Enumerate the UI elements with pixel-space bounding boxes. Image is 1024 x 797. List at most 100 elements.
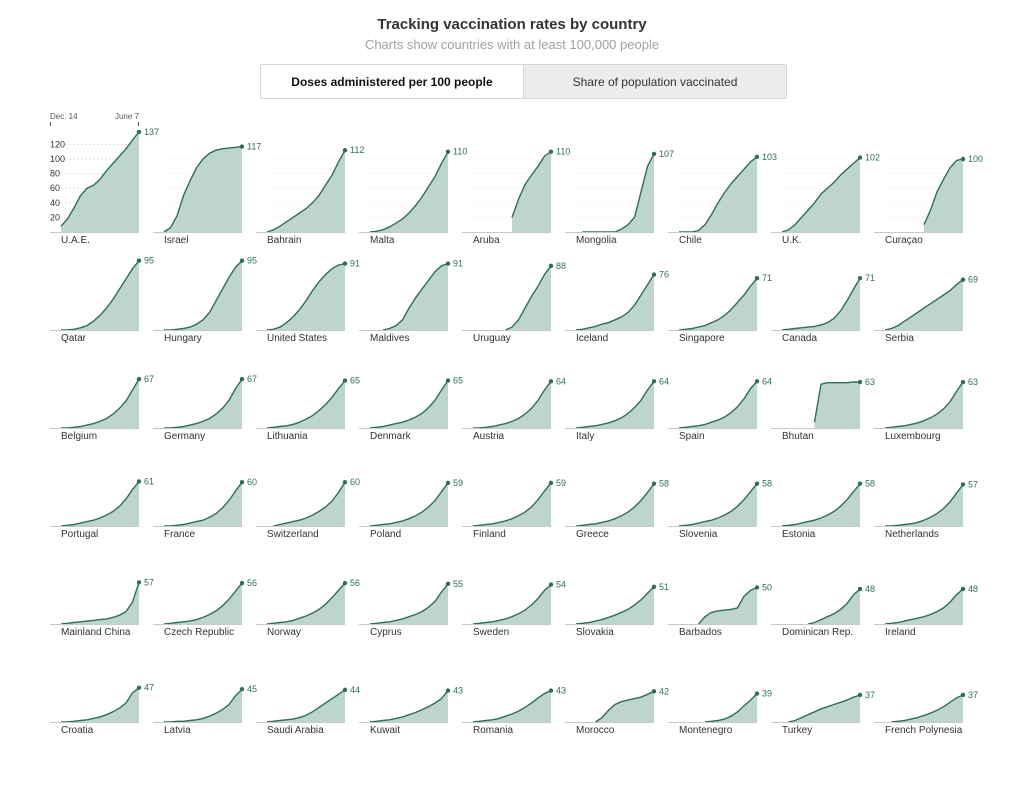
area-fill bbox=[164, 260, 242, 330]
final-value-label: 100 bbox=[968, 154, 983, 164]
area-fill bbox=[473, 482, 551, 526]
country-chart-svg: 91 bbox=[256, 259, 360, 331]
area-fill bbox=[782, 278, 860, 330]
end-point bbox=[857, 481, 863, 486]
final-value-label: 63 bbox=[865, 377, 875, 387]
country-chart-svg: 59 bbox=[359, 478, 463, 527]
country-chart-svg: 67 bbox=[153, 374, 257, 429]
area-fill bbox=[885, 589, 963, 624]
country-chart-svg: 64 bbox=[462, 376, 566, 429]
area-fill bbox=[698, 587, 757, 624]
series-line bbox=[891, 694, 964, 723]
area-fill bbox=[679, 483, 757, 526]
country-name: Slovakia bbox=[576, 627, 614, 638]
country-chart-svg: 71 bbox=[771, 273, 875, 331]
country-chart-svg: 50 bbox=[668, 583, 772, 625]
area-fill bbox=[370, 380, 448, 428]
end-point bbox=[136, 258, 142, 263]
country-chart-svg: 103 bbox=[668, 152, 777, 233]
series-line bbox=[575, 483, 655, 527]
country-chart-svg: 95 bbox=[153, 256, 257, 331]
country-chart: 43 Romania bbox=[462, 604, 566, 736]
area-fill bbox=[267, 583, 345, 624]
country-chart: 71 Singapore bbox=[668, 212, 772, 344]
series-line bbox=[266, 689, 346, 723]
series-line bbox=[60, 582, 140, 625]
end-point bbox=[754, 585, 760, 590]
page-title: Tracking vaccination rates by country bbox=[377, 16, 647, 33]
country-chart: 56 Norway bbox=[256, 506, 360, 638]
doses-per-100-button[interactable]: Doses administered per 100 people bbox=[261, 65, 523, 98]
series-line bbox=[595, 690, 655, 723]
page-subtitle: Charts show countries with at least 100,… bbox=[364, 37, 660, 52]
end-point bbox=[445, 581, 451, 587]
country-chart: 48 Ireland bbox=[874, 506, 978, 638]
y-tick-label: 20 bbox=[50, 212, 60, 222]
end-point bbox=[239, 144, 245, 149]
end-point bbox=[857, 586, 863, 592]
country-chart-svg: 59 bbox=[462, 478, 566, 527]
country-chart: 48 Dominican Rep. bbox=[771, 506, 875, 638]
country-name: Morocco bbox=[576, 725, 615, 736]
final-value-label: 55 bbox=[453, 579, 463, 589]
series-line bbox=[473, 380, 552, 429]
country-chart: 67 Germany bbox=[153, 310, 257, 442]
share-vaccinated-button[interactable]: Share of population vaccinated bbox=[523, 65, 786, 98]
y-tick-label: 40 bbox=[50, 198, 60, 208]
country-chart-svg: 48 bbox=[874, 584, 978, 625]
final-value-label: 67 bbox=[247, 374, 257, 384]
series-line bbox=[369, 151, 449, 233]
area-fill bbox=[164, 583, 242, 624]
country-name: Qatar bbox=[61, 333, 87, 344]
country-chart-svg: 20 40 60 80 100 120 137 Dec. 14 June 7 bbox=[50, 112, 159, 233]
country-chart: 88 Uruguay bbox=[462, 212, 566, 344]
final-value-label: 47 bbox=[144, 683, 154, 693]
country-chart: 76 Iceland bbox=[565, 212, 669, 344]
country-chart: 65 Lithuania bbox=[256, 310, 360, 442]
end-point bbox=[342, 261, 348, 266]
country-chart-svg: 58 bbox=[771, 479, 875, 527]
country-name: U.A.E. bbox=[61, 235, 90, 246]
end-point bbox=[342, 148, 348, 153]
final-value-label: 48 bbox=[865, 584, 875, 594]
area-fill bbox=[582, 153, 654, 232]
final-value-label: 102 bbox=[865, 153, 880, 163]
country-chart-svg: 61 bbox=[50, 476, 154, 527]
final-value-label: 57 bbox=[968, 479, 978, 489]
country-name: United States bbox=[267, 333, 328, 344]
country-chart-svg: 39 bbox=[668, 689, 772, 723]
series-line bbox=[60, 481, 140, 527]
country-name: French Polynesia bbox=[885, 725, 963, 736]
series-line bbox=[678, 483, 758, 527]
end-point bbox=[960, 277, 966, 282]
area-fill bbox=[164, 482, 242, 526]
series-line bbox=[61, 378, 140, 429]
country-chart: 47 Croatia bbox=[50, 604, 154, 736]
area-fill bbox=[370, 583, 448, 624]
end-point bbox=[136, 479, 142, 484]
country-chart-svg: 88 bbox=[462, 261, 566, 331]
series-line bbox=[163, 145, 243, 233]
end-point bbox=[445, 149, 451, 154]
country-chart-svg: 58 bbox=[668, 479, 772, 527]
country-name: Romania bbox=[473, 725, 514, 736]
final-value-label: 88 bbox=[556, 261, 566, 271]
country-chart-svg: 64 bbox=[565, 376, 669, 429]
country-chart: 58 Estonia bbox=[771, 408, 875, 540]
country-name: Barbados bbox=[679, 627, 722, 638]
country-chart-svg: 56 bbox=[153, 578, 257, 625]
final-value-label: 43 bbox=[453, 686, 463, 696]
final-value-label: 137 bbox=[144, 127, 159, 137]
country-chart: 91 Maldives bbox=[359, 212, 463, 344]
country-chart-svg: 43 bbox=[359, 686, 463, 723]
area-fill bbox=[576, 381, 654, 428]
country-name: Latvia bbox=[164, 725, 191, 736]
area-fill bbox=[885, 484, 963, 526]
country-name: Spain bbox=[679, 431, 705, 442]
area-fill bbox=[267, 150, 345, 232]
country-chart-svg: 43 bbox=[462, 686, 566, 723]
country-chart-svg: 60 bbox=[153, 477, 257, 527]
area-fill bbox=[61, 481, 139, 526]
series-line bbox=[266, 380, 346, 429]
country-name: Ireland bbox=[885, 627, 916, 638]
